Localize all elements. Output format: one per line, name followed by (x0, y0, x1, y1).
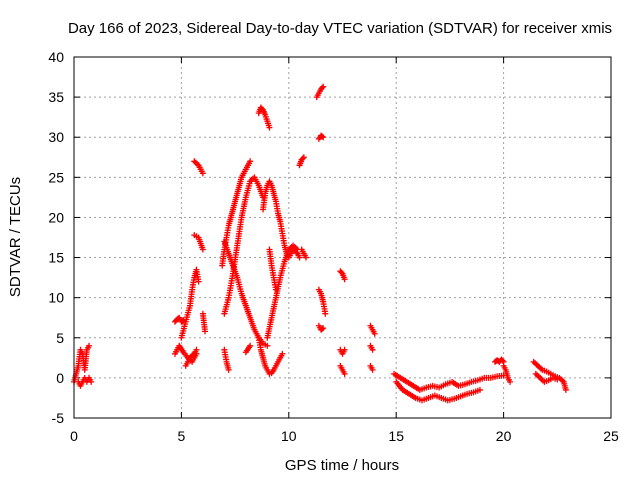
series-arc-l (221, 174, 267, 317)
grid-lines (74, 57, 611, 418)
data-point (507, 378, 514, 385)
data-point (300, 154, 307, 161)
x-axis-label: GPS time / hours (285, 457, 399, 474)
series-arc-y (315, 322, 327, 333)
series-arc-u (298, 246, 309, 261)
series-arc-ac (367, 322, 378, 337)
series-arc-x (315, 286, 329, 317)
data-points (71, 83, 569, 404)
data-point (296, 254, 303, 261)
series-arc-ah (492, 356, 507, 365)
y-tick-label: 0 (56, 370, 64, 386)
y-tick-label: 30 (48, 129, 64, 145)
data-point (371, 330, 378, 337)
data-point (272, 286, 279, 293)
data-point (320, 134, 327, 141)
y-tick-label: -5 (52, 410, 65, 426)
data-point (299, 155, 306, 162)
series-arc-h (191, 232, 206, 253)
x-tick-label: 20 (496, 428, 512, 444)
data-point (341, 346, 348, 353)
series-arc-ak (532, 370, 561, 385)
series-arc-ag (393, 378, 483, 404)
series-arc-i (199, 310, 209, 335)
data-point (302, 254, 309, 261)
series-arc-w (315, 132, 327, 142)
data-point (369, 346, 376, 353)
data-point (179, 317, 186, 324)
series-arc-p (255, 334, 286, 377)
x-tick-label: 5 (178, 428, 186, 444)
series-arc-af (391, 370, 507, 393)
series-arc-aa (337, 346, 348, 357)
y-tick-label: 15 (48, 250, 64, 266)
plot-frame (73, 56, 612, 419)
series-arc-o (255, 104, 273, 131)
series-arc-e (182, 346, 200, 369)
series-arc-ad (367, 342, 376, 353)
y-axis-label: SDTVAR / TECUs (7, 177, 24, 297)
series-arc-v (313, 83, 327, 101)
data-point (199, 170, 206, 177)
data-point (338, 269, 345, 276)
data-point (199, 246, 206, 253)
series-arc-c (171, 314, 187, 325)
data-point (195, 278, 202, 285)
axis-ticks: 0 5 10 15 20 25 -5 0 5 10 15 20 25 30 35 40 (48, 49, 619, 444)
series-arc-f (178, 266, 202, 341)
data-point (562, 386, 569, 393)
data-point (279, 350, 286, 357)
data-point (476, 386, 483, 393)
data-point (225, 366, 232, 373)
x-tick-label: 15 (388, 428, 404, 444)
series-arc-n (242, 342, 254, 356)
y-tick-label: 5 (56, 330, 64, 346)
data-point (264, 342, 271, 349)
y-tick-label: 35 (48, 89, 64, 105)
y-tick-label: 25 (48, 169, 64, 185)
data-point (369, 366, 376, 373)
data-point (320, 83, 327, 90)
data-point (86, 342, 93, 349)
data-point (322, 310, 329, 317)
x-tick-label: 25 (603, 428, 619, 444)
series-arc-m (221, 346, 232, 373)
x-tick-label: 0 (70, 428, 78, 444)
y-tick-label: 10 (48, 290, 64, 306)
x-tick-label: 10 (281, 428, 297, 444)
data-point (319, 84, 326, 91)
y-tick-label: 20 (48, 209, 64, 225)
data-point (341, 370, 348, 377)
series-arc-t (296, 154, 307, 169)
series-arc-ae (367, 362, 376, 373)
chart-title: Day 166 of 2023, Sidereal Day-to-day VTE… (68, 20, 612, 37)
data-point (341, 276, 348, 283)
series-arc-ai (500, 362, 514, 385)
series-arc-ab (337, 362, 348, 377)
series-arc-z (337, 268, 348, 283)
data-point (499, 357, 506, 364)
data-point (319, 133, 326, 140)
data-point (320, 325, 327, 332)
data-point (247, 158, 254, 165)
data-point (554, 376, 561, 383)
y-tick-label: 40 (48, 49, 64, 65)
data-point (202, 328, 209, 335)
series-arc-b (75, 374, 95, 389)
data-point (88, 378, 95, 385)
series-arc-g (191, 158, 206, 177)
data-point (193, 346, 200, 353)
series-arc-s (266, 246, 279, 293)
data-point (319, 325, 326, 332)
data-point (247, 342, 254, 349)
data-point (266, 124, 273, 131)
